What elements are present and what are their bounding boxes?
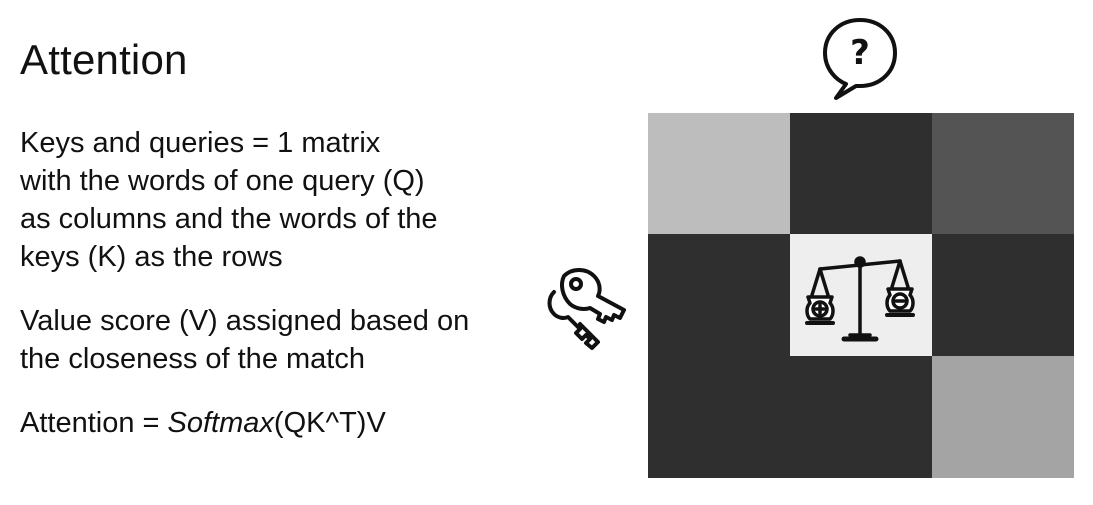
text-line: the closeness of the match	[20, 343, 365, 375]
text-line: Keys and queries = 1 matrix	[20, 127, 381, 159]
balance-scale-icon	[805, 256, 915, 342]
text-line: as columns and the words of the	[20, 203, 438, 235]
matrix-cell	[932, 234, 1074, 356]
attention-formula: Attention = Softmax(QK^T)V	[20, 404, 500, 442]
matrix-cell	[648, 113, 790, 234]
slide-title: Attention	[20, 36, 188, 83]
question-mark: ?	[850, 33, 870, 73]
question-speech-bubble-icon: ?	[823, 18, 897, 100]
keys-queries-description: Keys and queries = 1 matrix with the wor…	[20, 124, 500, 276]
text-line: with the words of one query (Q)	[20, 165, 425, 197]
matrix-cell	[932, 356, 1074, 478]
matrix-cell	[932, 113, 1074, 234]
formula-prefix: Attention =	[20, 407, 168, 439]
formula-suffix: (QK^T)V	[273, 407, 386, 439]
matrix-cell	[790, 113, 932, 234]
matrix-cell	[648, 356, 790, 478]
formula-softmax: Softmax	[167, 407, 274, 439]
matrix-cell	[790, 356, 932, 478]
text-line: Value score (V) assigned based on	[20, 305, 470, 337]
matrix-cell	[648, 234, 790, 356]
value-score-description: Value score (V) assigned based on the cl…	[20, 302, 500, 378]
keys-icon	[547, 268, 626, 350]
text-line: keys (K) as the rows	[20, 241, 283, 273]
